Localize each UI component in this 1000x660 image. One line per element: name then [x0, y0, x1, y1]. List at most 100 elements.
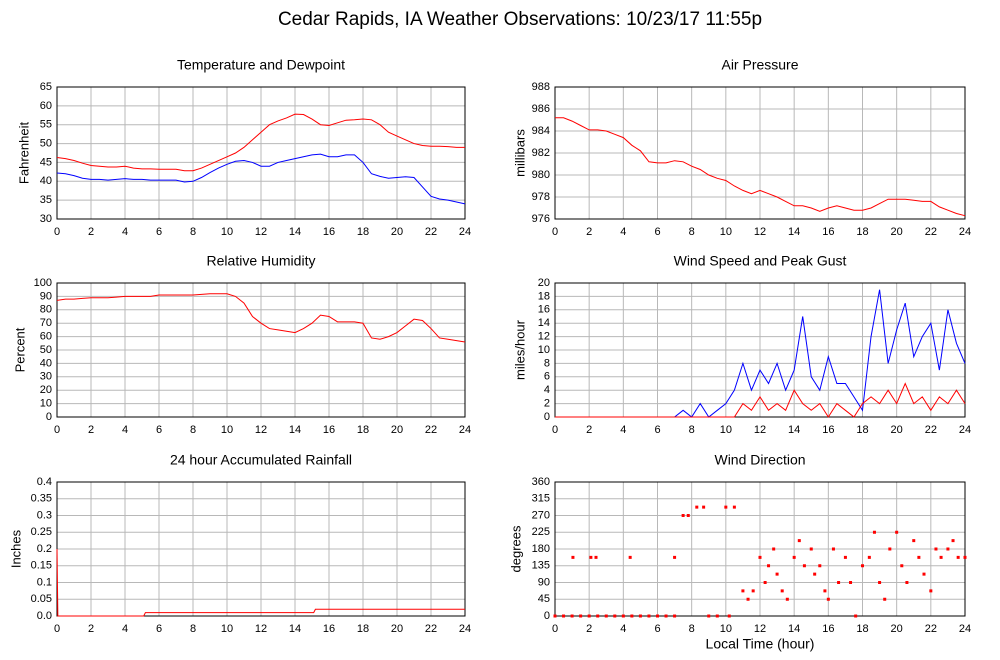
plot-frame — [554, 481, 966, 617]
data-point — [638, 614, 642, 618]
x-tick-label: 4 — [620, 226, 626, 238]
data-point — [562, 614, 566, 618]
data-point — [571, 555, 575, 559]
panel: Relative HumidityPercent0102030405060708… — [12, 253, 471, 436]
data-point — [843, 555, 847, 559]
y-tick-label: 986 — [532, 103, 550, 115]
data-point — [621, 614, 625, 618]
y-tick-label: 0.3 — [37, 509, 52, 521]
y-axis-label: millibars — [512, 129, 527, 177]
panel-title: Wind Speed and Peak Gust — [674, 253, 847, 269]
x-tick-label: 24 — [459, 424, 471, 436]
x-tick-label: 22 — [425, 623, 437, 635]
y-tick-label: 0.05 — [31, 593, 52, 605]
x-tick-label: 20 — [391, 424, 403, 436]
data-point — [934, 547, 938, 551]
y-tick-label: 0.1 — [37, 576, 52, 588]
data-point — [888, 547, 892, 551]
y-tick-label: 270 — [532, 509, 550, 521]
y-tick-label: 90 — [40, 290, 52, 302]
data-point — [780, 589, 784, 593]
y-tick-label: 0.0 — [37, 610, 52, 622]
x-tick-label: 2 — [88, 424, 94, 436]
data-point — [837, 581, 841, 584]
y-tick-label: 0.2 — [37, 543, 52, 555]
data-point — [695, 505, 699, 509]
x-tick-label: 24 — [459, 623, 471, 635]
data-point — [707, 614, 711, 618]
panel-title: Temperature and Dewpoint — [177, 57, 345, 73]
x-tick-label: 10 — [720, 226, 732, 238]
data-point — [594, 555, 598, 559]
data-point — [763, 581, 767, 584]
x-tick-label: 16 — [822, 226, 834, 238]
y-tick-label: 50 — [40, 344, 52, 356]
y-tick-label: 30 — [40, 213, 52, 225]
data-point — [946, 547, 950, 551]
y-tick-label: 0.4 — [37, 476, 52, 488]
x-tick-label: 0 — [54, 623, 60, 635]
data-point — [922, 572, 926, 576]
y-tick-label: 10 — [40, 398, 52, 410]
x-tick-label: 8 — [689, 424, 695, 436]
y-tick-label: 988 — [532, 81, 550, 93]
x-tick-label: 14 — [788, 226, 800, 238]
y-axis-label: Fahrenheit — [16, 122, 31, 185]
panel-title: Relative Humidity — [207, 253, 316, 269]
x-tick-label: 0 — [552, 226, 558, 238]
x-tick-label: 2 — [88, 226, 94, 238]
data-point — [867, 555, 871, 559]
x-tick-label: 16 — [323, 424, 335, 436]
x-tick-label: 16 — [822, 623, 834, 635]
x-tick-label: 10 — [221, 226, 233, 238]
data-point — [818, 564, 822, 568]
data-point — [673, 555, 677, 559]
x-tick-label: 24 — [959, 623, 971, 635]
x-tick-label: 4 — [122, 424, 128, 436]
data-point — [797, 539, 801, 543]
y-axis-label: degrees — [508, 525, 523, 572]
x-tick-label: 14 — [289, 424, 301, 436]
y-tick-label: 65 — [40, 81, 52, 93]
x-tick-label: 14 — [788, 424, 800, 436]
panel-title: 24 hour Accumulated Rainfall — [170, 452, 352, 468]
data-point — [831, 547, 835, 551]
x-tick-label: 22 — [925, 226, 937, 238]
data-point — [628, 555, 632, 559]
panel: 24 hour Accumulated Rainfall Inches 0.0 0.0… — [8, 452, 471, 635]
x-tick-label: 12 — [754, 424, 766, 436]
y-tick-label: 980 — [532, 169, 550, 181]
x-tick-label: 4 — [620, 623, 626, 635]
x-tick-label: 4 — [122, 623, 128, 635]
panel: Wind Direction degrees Local Time (hour) 0 4… — [508, 452, 971, 652]
data-point — [849, 581, 853, 584]
y-axis-label: Inches — [8, 529, 23, 568]
x-tick-label: 4 — [620, 424, 626, 436]
x-tick-label: 6 — [654, 226, 660, 238]
data-point — [963, 555, 967, 559]
y-tick-label: 2 — [544, 398, 550, 410]
x-tick-label: 2 — [586, 623, 592, 635]
x-tick-label: 6 — [654, 623, 660, 635]
y-tick-label: 20 — [40, 384, 52, 396]
data-point — [809, 547, 813, 551]
data-point — [613, 614, 617, 618]
y-axis-label: miles/hour — [512, 319, 527, 380]
x-tick-label: 8 — [190, 226, 196, 238]
y-tick-label: 70 — [40, 317, 52, 329]
data-point — [792, 555, 796, 559]
y-tick-label: 12 — [538, 331, 550, 343]
data-point — [917, 555, 921, 559]
y-tick-label: 18 — [538, 290, 550, 302]
y-tick-label: 978 — [532, 191, 550, 203]
y-tick-label: 60 — [40, 331, 52, 343]
data-point — [596, 614, 600, 618]
plot-frame — [554, 282, 966, 418]
data-point — [854, 614, 858, 618]
x-tick-label: 10 — [720, 424, 732, 436]
x-tick-label: 12 — [255, 623, 267, 635]
data-point — [758, 555, 762, 559]
x-tick-label: 18 — [856, 424, 868, 436]
x-tick-label: 12 — [255, 226, 267, 238]
x-tick-label: 8 — [190, 424, 196, 436]
